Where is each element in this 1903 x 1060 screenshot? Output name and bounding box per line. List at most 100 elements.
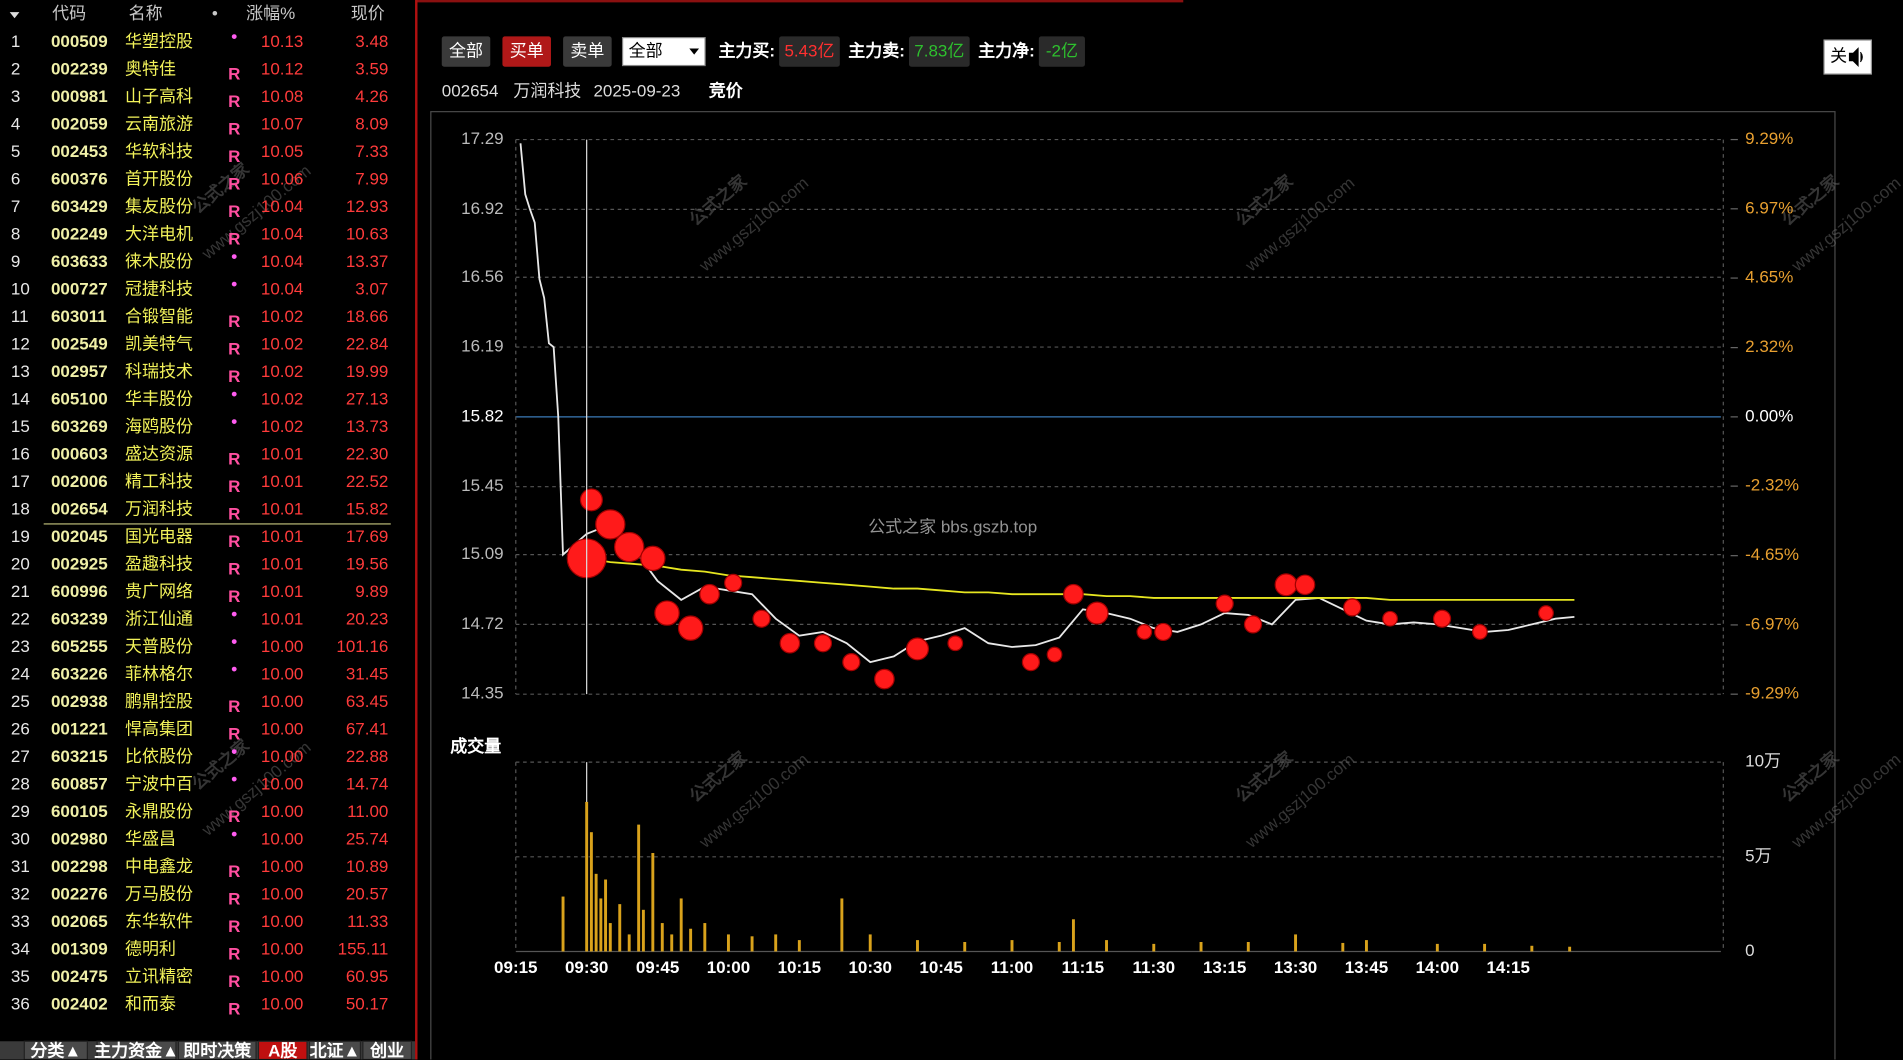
stock-name: 科瑞技术 <box>125 362 193 381</box>
price: 11.00 <box>347 802 388 821</box>
price: 22.88 <box>346 747 389 766</box>
order-bubble <box>813 634 833 653</box>
change-pct: 10.00 <box>261 939 304 958</box>
order-bubble <box>1021 653 1041 672</box>
price: 4.26 <box>355 87 388 106</box>
flag: • <box>231 825 237 844</box>
stock-name: 悍高集团 <box>125 719 193 738</box>
price: 25.74 <box>346 829 389 848</box>
tab[interactable] <box>362 1040 413 1060</box>
filter-button[interactable] <box>441 36 491 67</box>
speaker-icon <box>1848 47 1863 67</box>
x-tick-label: 14:15 <box>1486 958 1529 977</box>
stock-name: 海鸥股份 <box>125 417 193 436</box>
volume-bar <box>1057 941 1061 952</box>
tab-label: 分类▲ <box>30 1041 81 1060</box>
tab[interactable] <box>257 1040 308 1060</box>
stock-name: 永鼎股份 <box>125 802 193 821</box>
row-index: 18 <box>11 499 30 518</box>
column-header[interactable]: 现价 <box>351 4 385 23</box>
volume-bar <box>1294 934 1298 952</box>
volume-bar <box>679 898 683 952</box>
y-tick-label: 17.29 <box>461 129 504 148</box>
tab[interactable] <box>177 1040 257 1060</box>
flag: • <box>231 742 237 761</box>
y2-tick-label: -6.97% <box>1745 614 1799 633</box>
stock-name: 盈趣科技 <box>125 554 193 573</box>
close-button[interactable] <box>1823 39 1872 75</box>
flag: R <box>228 147 240 166</box>
stock-code: 002938 <box>51 692 108 711</box>
y-tick-label: 15.45 <box>461 476 504 495</box>
y-tick-label: 15.09 <box>461 544 504 563</box>
price: 22.84 <box>346 334 389 353</box>
y-tick-label: 5万 <box>1745 846 1771 865</box>
stock-name: 奥特佳 <box>125 59 176 78</box>
filter-button[interactable] <box>502 36 551 67</box>
volume-bar <box>1568 946 1572 952</box>
stock-name: 合锻智能 <box>125 307 193 326</box>
column-header[interactable]: 名称 <box>129 4 163 23</box>
y2-tick-label: 4.65% <box>1745 268 1793 287</box>
row-index: 30 <box>11 829 30 848</box>
price: 31.45 <box>346 664 389 683</box>
stock-name: 万润科技 <box>125 499 193 518</box>
stock-code: 002276 <box>51 884 108 903</box>
x-tick-label: 10:45 <box>919 958 962 977</box>
chart-frame <box>430 111 1836 1060</box>
flag: R <box>228 367 240 386</box>
price: 60.95 <box>346 967 389 986</box>
volume-bar <box>1105 940 1108 952</box>
change-pct: 10.00 <box>261 884 304 903</box>
order-bubble <box>640 545 666 572</box>
stock-code: 600376 <box>51 169 108 188</box>
volume-bar <box>651 853 655 952</box>
x-tick-label: 11:00 <box>991 958 1034 977</box>
stock-code: 002239 <box>51 59 108 78</box>
sort-icon[interactable] <box>9 12 20 19</box>
stock-code: 002298 <box>51 857 108 876</box>
price: 27.13 <box>346 389 389 408</box>
order-bubble <box>724 573 743 592</box>
column-header[interactable]: 涨幅% <box>246 4 295 23</box>
stock-code: 002980 <box>51 829 108 848</box>
stock-code: 002402 <box>51 994 108 1013</box>
column-header[interactable]: • <box>212 4 218 23</box>
volume-bar <box>589 832 593 952</box>
column-header[interactable]: 代码 <box>52 4 86 23</box>
change-pct: 10.00 <box>261 664 304 683</box>
stock-code: 603226 <box>51 664 108 683</box>
stat-box <box>779 36 840 67</box>
volume-bar <box>660 923 664 952</box>
row-index: 23 <box>11 637 30 656</box>
stock-code: 001309 <box>51 939 108 958</box>
volume-bar <box>703 923 707 952</box>
tab[interactable] <box>23 1040 88 1060</box>
tab[interactable] <box>308 1040 362 1060</box>
filter-button[interactable] <box>563 36 612 67</box>
stock-name: 华丰股份 <box>125 389 193 408</box>
order-bubble <box>752 609 771 628</box>
tab[interactable] <box>96 1040 177 1060</box>
select-box[interactable] <box>621 37 706 67</box>
row-index: 16 <box>11 444 30 463</box>
y-tick-label: 14.35 <box>461 684 504 703</box>
change-pct: 10.02 <box>261 307 304 326</box>
stock-code: 600857 <box>51 774 108 793</box>
stat-label: 主力卖: <box>848 41 905 61</box>
row-index: 24 <box>11 664 30 683</box>
x-tick-label: 11:15 <box>1062 958 1105 977</box>
stock-name: 精工科技 <box>125 472 193 491</box>
stock-code: 002453 <box>51 142 108 161</box>
price: 18.66 <box>346 307 389 326</box>
change-pct: 10.08 <box>261 87 304 106</box>
stock-info: 002654 <box>442 82 499 101</box>
row-index: 10 <box>11 279 30 298</box>
price: 155.11 <box>338 939 389 958</box>
change-pct: 10.01 <box>261 472 304 491</box>
order-bubble <box>1294 574 1316 596</box>
price: 67.41 <box>346 719 389 738</box>
y2-tick-label: 2.32% <box>1745 337 1793 356</box>
order-bubble <box>1343 598 1362 617</box>
x-tick-label: 09:30 <box>565 958 608 977</box>
